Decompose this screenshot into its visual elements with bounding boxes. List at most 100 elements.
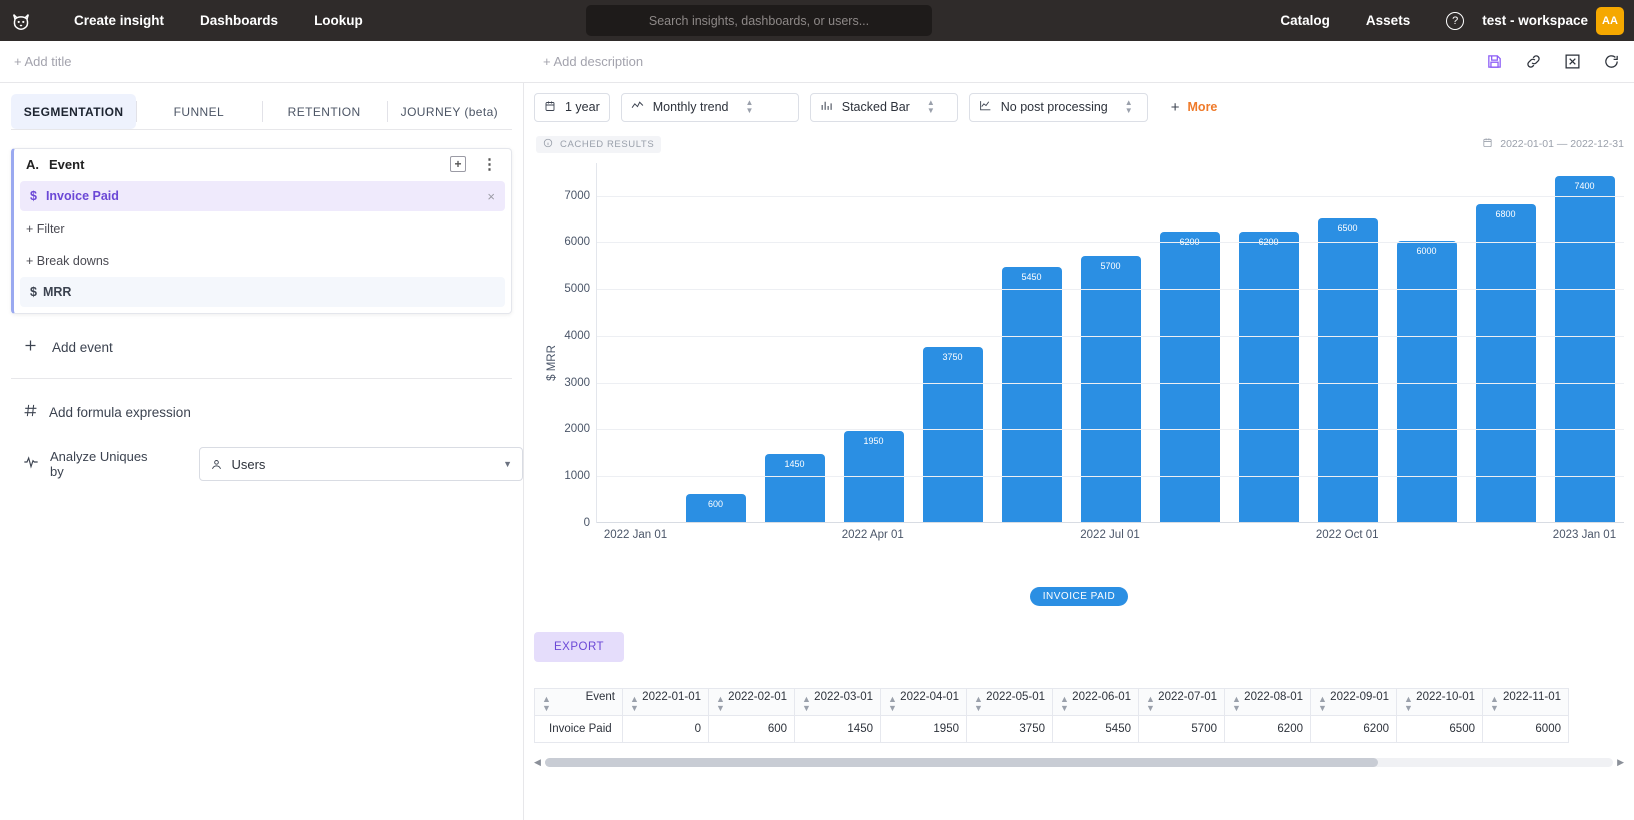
sort-arrows-icon[interactable]: ▲ ▼ xyxy=(888,693,897,713)
bar[interactable]: 6200 xyxy=(1159,232,1220,522)
scrollbar-track[interactable] xyxy=(544,758,1614,767)
save-icon[interactable] xyxy=(1486,53,1503,70)
sort-arrows-icon[interactable]: ▲ ▼ xyxy=(802,693,811,713)
scroll-left-arrow-icon[interactable]: ◀ xyxy=(534,757,541,767)
global-search-input[interactable]: Search insights, dashboards, or users... xyxy=(586,5,932,36)
table-cell: 600 xyxy=(708,715,795,743)
plot-area: 600 1450 1950 3750 5450 5700 6200 6200 6500 6000 6… xyxy=(596,163,1624,523)
nav-link-assets[interactable]: Assets xyxy=(1365,13,1411,28)
sort-arrows-icon[interactable]: ▲ ▼ xyxy=(1404,693,1413,713)
y-axis-ticks: 0 1000 2000 3000 4000 5000 6000 7000 xyxy=(550,163,594,529)
bar[interactable]: 5450 xyxy=(1001,267,1062,522)
add-event-button[interactable]: Add event xyxy=(23,338,523,356)
more-options-button[interactable]: + More xyxy=(1171,99,1218,116)
tab-journey[interactable]: JOURNEY (beta) xyxy=(386,94,512,129)
bar-value-label: 5700 xyxy=(1100,260,1121,271)
sort-arrows-icon[interactable]: ▲ ▼ xyxy=(542,693,551,713)
table-header-cell[interactable]: ▲ ▼ 2022-06-01 xyxy=(1052,688,1139,716)
table-header-cell[interactable]: ▲ ▼ 2022-08-01 xyxy=(1224,688,1311,716)
export-button[interactable]: EXPORT xyxy=(534,632,625,662)
close-icon[interactable] xyxy=(1564,53,1581,70)
bar[interactable]: 6200 xyxy=(1238,232,1299,522)
scroll-right-arrow-icon[interactable]: ▶ xyxy=(1617,757,1624,767)
trend-select[interactable]: Monthly trend ▲ ▼ xyxy=(620,92,799,122)
add-event-plus-icon[interactable]: + xyxy=(450,156,466,172)
analyze-uniques-row: Analyze Uniques by Users ▼ xyxy=(23,447,523,481)
post-processing-icon xyxy=(979,99,992,115)
tab-segmentation[interactable]: SEGMENTATION xyxy=(11,94,137,129)
table-header-cell[interactable]: ▲ ▼ 2022-02-01 xyxy=(708,688,795,716)
nav-link-create-insight[interactable]: Create insight xyxy=(74,13,165,28)
table-header-cell[interactable]: ▲ ▼ Event xyxy=(534,688,623,716)
event-letter: A. xyxy=(26,156,39,172)
insight-title-bar: + Add title + Add description xyxy=(0,41,1634,83)
bar-cell: 600 xyxy=(676,493,755,522)
table-header-cell[interactable]: ▲ ▼ 2022-09-01 xyxy=(1310,688,1397,716)
link-icon[interactable] xyxy=(1525,53,1542,70)
table-horizontal-scrollbar[interactable]: ◀ ▶ xyxy=(534,756,1624,769)
bar[interactable]: 3750 xyxy=(922,346,983,522)
chart-type-select[interactable]: Stacked Bar ▲ ▼ xyxy=(809,92,958,122)
table-cell: 1950 xyxy=(880,715,967,743)
user-icon xyxy=(210,458,223,471)
table-cell: 6000 xyxy=(1482,715,1569,743)
x-axis-tick: 2022 Jul 01 xyxy=(1080,529,1140,541)
refresh-icon[interactable] xyxy=(1603,53,1620,70)
metric-row-mrr[interactable]: $ MRR xyxy=(20,277,505,307)
bar[interactable]: 5700 xyxy=(1080,255,1141,522)
workspace-name[interactable]: test - workspace xyxy=(1482,13,1588,28)
bar[interactable]: 6500 xyxy=(1317,218,1378,522)
bar[interactable]: 6800 xyxy=(1475,204,1536,522)
applied-date-range: 2022-01-01 — 2022-12-31 xyxy=(1482,137,1624,151)
help-icon[interactable]: ? xyxy=(1446,11,1465,30)
legend-item-invoice-paid[interactable]: INVOICE PAID xyxy=(1029,587,1129,606)
table-header-cell[interactable]: ▲ ▼ 2022-05-01 xyxy=(966,688,1053,716)
bar[interactable]: 6000 xyxy=(1396,241,1457,522)
bar[interactable]: 7400 xyxy=(1554,176,1615,522)
event-kebab-menu-icon[interactable]: ⋮ xyxy=(482,155,497,173)
table-header-cell[interactable]: ▲ ▼ 2022-07-01 xyxy=(1138,688,1225,716)
add-breakdown-link[interactable]: + Break downs xyxy=(26,254,110,268)
more-label: More xyxy=(1187,100,1218,114)
add-title-input[interactable]: + Add title xyxy=(14,54,72,69)
cached-results-badge: CACHED RESULTS xyxy=(536,135,662,153)
bar[interactable]: 600 xyxy=(685,493,746,522)
sort-arrows-icon[interactable]: ▲ ▼ xyxy=(1232,693,1241,713)
add-description-input[interactable]: + Add description xyxy=(543,54,644,69)
table-header-cell[interactable]: ▲ ▼ 2022-11-01 xyxy=(1482,688,1569,716)
sort-arrows-icon[interactable]: ▲ ▼ xyxy=(716,693,725,713)
table-header-cell[interactable]: ▲ ▼ 2022-01-01 xyxy=(622,688,709,716)
sort-arrows-icon[interactable]: ▲ ▼ xyxy=(1490,693,1499,713)
x-axis-tick: 2022 Apr 01 xyxy=(841,529,904,541)
x-axis-tick: 2022 Jan 01 xyxy=(603,529,668,541)
nav-link-dashboards[interactable]: Dashboards xyxy=(200,13,279,28)
add-filter-link[interactable]: + Filter xyxy=(26,222,65,236)
add-formula-button[interactable]: Add formula expression xyxy=(23,403,523,421)
sort-arrows-icon[interactable]: ▲ ▼ xyxy=(1060,693,1069,713)
tab-funnel[interactable]: FUNNEL xyxy=(136,94,261,129)
table-header-cell[interactable]: ▲ ▼ 2022-10-01 xyxy=(1396,688,1483,716)
sort-arrows-icon[interactable]: ▲ ▼ xyxy=(974,693,983,713)
nav-link-lookup[interactable]: Lookup xyxy=(314,13,363,28)
analyze-uniques-select[interactable]: Users ▼ xyxy=(199,447,523,481)
tab-retention[interactable]: RETENTION xyxy=(261,94,387,129)
bar-value-label: 5450 xyxy=(1021,272,1042,283)
avatar[interactable]: AA xyxy=(1596,6,1624,35)
table-header-cell[interactable]: ▲ ▼ 2022-04-01 xyxy=(880,688,967,716)
bar[interactable]: 1450 xyxy=(764,454,825,522)
nav-link-catalog[interactable]: Catalog xyxy=(1280,13,1330,28)
sort-arrows-icon[interactable]: ▲ ▼ xyxy=(1146,693,1155,713)
chart-legend: INVOICE PAID xyxy=(524,587,1634,606)
post-processing-select[interactable]: No post processing ▲ ▼ xyxy=(968,92,1148,122)
table-header-cell[interactable]: ▲ ▼ 2022-03-01 xyxy=(794,688,881,716)
date-range-value: 1 year xyxy=(565,100,600,114)
remove-event-icon[interactable]: × xyxy=(487,188,495,204)
main-body: SEGMENTATION FUNNEL RETENTION JOURNEY (b… xyxy=(0,83,1634,820)
selected-event-row[interactable]: $ Invoice Paid × xyxy=(20,181,505,211)
date-range-control[interactable]: 1 year xyxy=(534,92,610,122)
y-axis-tick: 3000 xyxy=(564,376,590,389)
sort-arrows-icon[interactable]: ▲ ▼ xyxy=(630,693,639,713)
cat-logo-icon[interactable] xyxy=(8,8,34,34)
sort-arrows-icon[interactable]: ▲ ▼ xyxy=(1318,693,1327,713)
scrollbar-thumb[interactable] xyxy=(544,758,1379,767)
